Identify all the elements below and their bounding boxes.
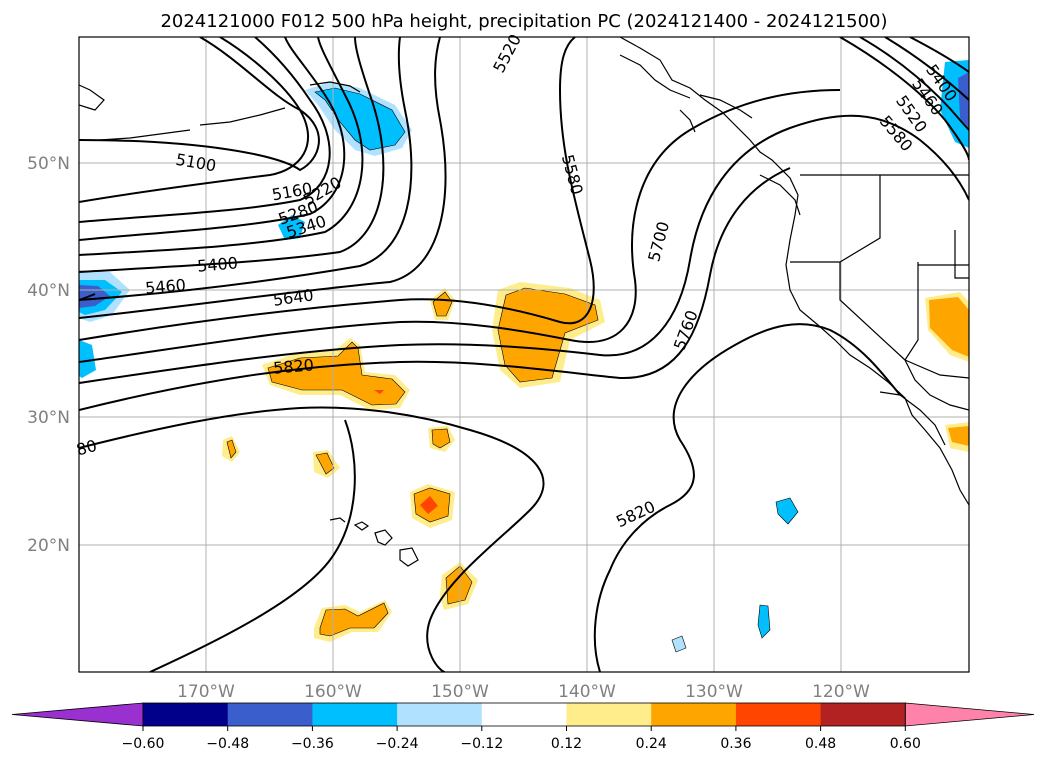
map-panel: 5100 5160 5220 5280 5340 5400 5460 5640 …: [74, 31, 970, 673]
colorbar-segment: [397, 703, 483, 726]
contour-label: 5400: [196, 253, 238, 275]
contour-label: 80: [74, 436, 99, 460]
lat-label: 30°N: [27, 408, 70, 428]
lon-label: 120°W: [812, 682, 870, 702]
colorbar-tick-label: −0.24: [376, 736, 419, 752]
graticule: [79, 37, 969, 672]
colorbar-tick-label: −0.60: [122, 736, 165, 752]
lat-label: 20°N: [27, 536, 70, 556]
colorbar-segment: [481, 703, 567, 726]
colorbar-segment: [651, 703, 737, 726]
map-frame: [78, 36, 970, 673]
colorbar-tick-label: −0.36: [291, 736, 334, 752]
lat-label: 50°N: [27, 154, 70, 174]
colorbar-extend-high: [904, 702, 1035, 727]
contour-label: 5460: [144, 275, 186, 297]
lon-label: 160°W: [304, 682, 362, 702]
colorbar-frame: [142, 702, 906, 727]
latitude-labels: 50°N 40°N 30°N 20°N: [27, 154, 70, 556]
colorbar-tick-label: 0.36: [720, 736, 751, 752]
colorbar-segment: [820, 703, 906, 726]
colorbar: −0.60 −0.48 −0.36 −0.24 −0.12 0.12 0.24 0.36 0.4…: [11, 702, 1035, 752]
lon-label: 150°W: [431, 682, 489, 702]
lon-label: 140°W: [558, 682, 616, 702]
contour-label: 5820: [272, 355, 314, 377]
colorbar-segment: [143, 703, 229, 726]
colorbar-tick-label: 0.60: [890, 736, 921, 752]
longitude-labels: 170°W 160°W 150°W 140°W 130°W 120°W: [177, 682, 870, 702]
colorbar-tick-label: 0.12: [551, 736, 582, 752]
colorbar-extend-low: [11, 702, 144, 727]
height-contours: [79, 37, 969, 672]
coastlines: [79, 37, 969, 567]
colorbar-segment: [312, 703, 398, 726]
colorbar-tick-label: 0.48: [805, 736, 836, 752]
colorbar-segment: [227, 703, 313, 726]
colorbar-tick-label: −0.48: [206, 736, 249, 752]
lon-label: 170°W: [177, 682, 235, 702]
lat-label: 40°N: [27, 281, 70, 301]
lon-label: 130°W: [685, 682, 743, 702]
colorbar-segment: [735, 703, 822, 726]
colorbar-tick-label: 0.24: [636, 736, 667, 752]
colorbar-segment: [566, 703, 652, 726]
colorbar-tick-label: −0.12: [460, 736, 503, 752]
map-title: 2024121000 F012 500 hPa height, precipit…: [160, 11, 887, 32]
